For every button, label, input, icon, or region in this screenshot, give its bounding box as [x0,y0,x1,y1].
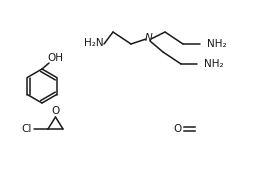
Text: NH₂: NH₂ [204,59,224,69]
Text: O: O [174,124,182,134]
Text: Cl: Cl [22,124,32,134]
Text: NH₂: NH₂ [207,39,227,49]
Text: H₂N: H₂N [84,38,104,48]
Text: N: N [145,33,153,43]
Text: O: O [51,106,60,116]
Text: OH: OH [47,53,63,63]
